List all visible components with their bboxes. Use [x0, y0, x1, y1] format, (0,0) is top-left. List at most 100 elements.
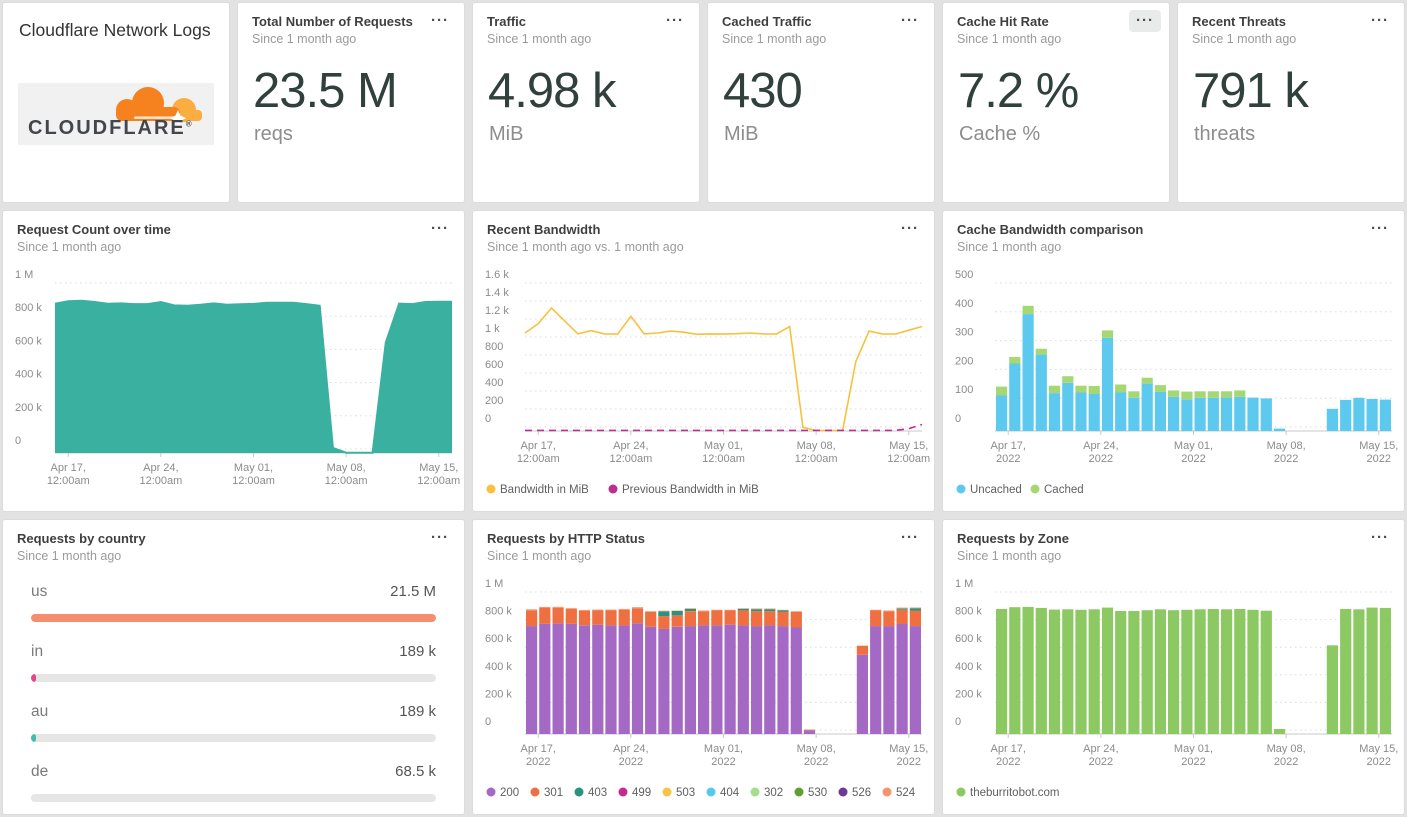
- legend-item[interactable]: 302: [750, 787, 784, 799]
- svg-text:Previous Bandwidth in MiB: Previous Bandwidth in MiB: [622, 484, 759, 496]
- bar-segment: [1022, 606, 1034, 734]
- svg-text:Bandwidth in MiB: Bandwidth in MiB: [500, 484, 589, 496]
- bar-segment: [1022, 305, 1034, 315]
- svg-text:1.4 k: 1.4 k: [485, 287, 509, 299]
- svg-text:2022: 2022: [804, 756, 828, 768]
- svg-text:600: 600: [485, 359, 503, 371]
- bar-segment: [684, 626, 696, 734]
- svg-text:May 01,: May 01,: [704, 743, 743, 755]
- bar-segment: [870, 610, 882, 627]
- stat-panel-cached-traffic: Cached Traffic Since 1 month ago ··· 430…: [707, 2, 935, 203]
- country-label: in: [31, 643, 44, 661]
- bar-segment: [870, 609, 882, 611]
- bar-segment: [1009, 607, 1021, 734]
- panel-menu-icon[interactable]: ···: [901, 220, 919, 237]
- svg-text:0: 0: [955, 716, 961, 728]
- chart-panel-cache-bandwidth: 0 100 200 300 400 500 Apr 17, 2022 Apr 24, 2022 Ma…: [942, 210, 1405, 512]
- legend-item[interactable]: 404: [706, 787, 740, 799]
- svg-text:May 01,: May 01,: [1174, 743, 1213, 755]
- panel-subtitle: Since 1 month ago: [1192, 32, 1297, 47]
- legend-item[interactable]: 200: [486, 787, 520, 799]
- panel-title: Recent Threats: [1192, 14, 1286, 29]
- panel-menu-icon[interactable]: ···: [1371, 12, 1389, 29]
- bar-segment: [1379, 607, 1391, 734]
- svg-text:12:00am: 12:00am: [139, 475, 182, 487]
- svg-text:12:00am: 12:00am: [325, 475, 368, 487]
- legend-item[interactable]: 499: [618, 787, 652, 799]
- bar-segment: [751, 611, 763, 627]
- stat-unit: threats: [1194, 122, 1256, 145]
- panel-menu-icon[interactable]: ···: [1129, 10, 1161, 32]
- legend-item[interactable]: Bandwidth in MiB: [486, 484, 590, 496]
- bar-segment: [777, 609, 789, 611]
- svg-text:2022: 2022: [1367, 756, 1391, 768]
- bar-segment: [1088, 386, 1100, 394]
- svg-text:Apr 17,: Apr 17,: [520, 743, 555, 755]
- panel-menu-icon[interactable]: ···: [901, 529, 919, 546]
- panel-menu-icon[interactable]: ···: [1371, 220, 1389, 237]
- bar-segment: [698, 625, 710, 734]
- svg-text:0: 0: [485, 716, 491, 728]
- svg-text:200: 200: [500, 787, 519, 799]
- country-row[interactable]: de 68.5 k: [31, 763, 436, 803]
- bar-segment: [724, 610, 736, 625]
- legend-item[interactable]: 403: [574, 787, 608, 799]
- stat-value: 791 k: [1193, 64, 1309, 119]
- bar-segment: [896, 609, 908, 624]
- bar-segment: [1234, 390, 1246, 397]
- country-label: us: [31, 583, 48, 601]
- panel-menu-icon[interactable]: ···: [431, 529, 449, 546]
- bar-segment: [526, 609, 538, 611]
- panel-menu-icon[interactable]: ···: [666, 12, 684, 29]
- svg-text:Cached: Cached: [1044, 484, 1084, 496]
- bar-segment: [896, 608, 908, 610]
- country-row[interactable]: au 189 k: [31, 703, 436, 743]
- panel-menu-icon[interactable]: ···: [1371, 529, 1389, 546]
- legend-item[interactable]: 301: [530, 787, 564, 799]
- bar-segment: [1207, 397, 1219, 431]
- bar-segment: [1154, 391, 1166, 431]
- legend-item[interactable]: Uncached: [956, 484, 1022, 496]
- bar-segment: [1009, 363, 1021, 431]
- bar-segment: [996, 386, 1008, 396]
- bar-segment: [1101, 330, 1114, 338]
- country-row[interactable]: in 189 k: [31, 643, 436, 683]
- legend-item[interactable]: 503: [662, 787, 696, 799]
- svg-text:800: 800: [485, 341, 503, 353]
- legend-item[interactable]: 530: [794, 787, 828, 799]
- panel-menu-icon[interactable]: ···: [431, 220, 449, 237]
- bar-segment: [1168, 390, 1180, 397]
- svg-text:404: 404: [720, 787, 740, 799]
- legend-item[interactable]: theburritobot.com: [956, 787, 1060, 799]
- legend-item[interactable]: 526: [838, 787, 872, 799]
- legend-item[interactable]: Cached: [1030, 484, 1084, 496]
- chart-panel-requests-by-country: Requests by country Since 1 month ago ··…: [2, 519, 465, 815]
- bar-segment: [764, 609, 776, 612]
- svg-text:12:00am: 12:00am: [795, 453, 838, 465]
- bar-segment: [1154, 609, 1166, 734]
- country-bar-fill: [31, 734, 36, 743]
- svg-text:2022: 2022: [1367, 453, 1391, 465]
- bar-segment: [565, 624, 577, 734]
- bar-segment: [909, 607, 921, 609]
- svg-text:2022: 2022: [1089, 756, 1113, 768]
- panel-menu-icon[interactable]: ···: [901, 12, 919, 29]
- bar-segment: [1340, 609, 1352, 734]
- bar-segment: [1207, 391, 1219, 398]
- svg-text:530: 530: [808, 787, 827, 799]
- country-row[interactable]: us 21.5 M: [31, 583, 436, 623]
- country-value: 21.5 M: [390, 583, 436, 601]
- bar-segment: [870, 626, 882, 734]
- bar-segment: [1115, 392, 1127, 431]
- bar-segment: [1088, 609, 1100, 734]
- panel-menu-icon[interactable]: ···: [431, 12, 449, 29]
- panel-title: Requests by country: [17, 531, 146, 546]
- bar-segment: [539, 606, 551, 608]
- legend-item[interactable]: 524: [882, 787, 916, 799]
- legend-item[interactable]: Previous Bandwidth in MiB: [608, 484, 760, 496]
